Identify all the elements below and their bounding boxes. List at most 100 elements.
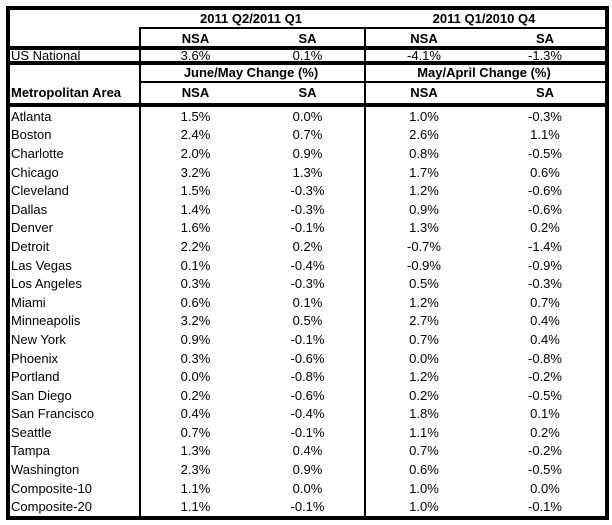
metro-area-label: Minneapolis: [11, 313, 81, 329]
june-may-nsa-value: 3.2%: [180, 164, 211, 180]
may-april-sa-value: -0.9%: [528, 257, 562, 273]
may-april-sa-value: -0.8%: [528, 350, 562, 366]
june-may-sa-value: -0.3%: [290, 183, 325, 199]
us-national-label: US National: [11, 48, 81, 63]
june-may-sa-value: -0.4%: [290, 257, 325, 273]
june-may-sa-value: 0.4%: [292, 443, 323, 459]
metro-area-label: Washington: [11, 462, 80, 478]
us-national-q2q1-sa: 0.1%: [292, 48, 323, 63]
june-may-nsa-value: 0.1%: [180, 257, 211, 273]
table-row: Chicago 3.2% 1.3% 1.7% 0.6%: [10, 163, 605, 182]
june-may-nsa-value: 2.0%: [180, 145, 211, 161]
may-april-nsa-value: -0.7%: [407, 238, 441, 254]
june-may-nsa-value: 0.7%: [180, 424, 211, 440]
may-april-nsa-value: 1.0%: [409, 499, 439, 515]
us-national-row: US National 3.6% 0.1% -4.1% -1.3%: [10, 48, 605, 63]
june-may-nsa-value: 2.3%: [180, 462, 211, 478]
col-header-m-nsa-1: NSA: [181, 85, 210, 100]
col-header-m-sa-1: SA: [298, 85, 317, 100]
june-may-sa-value: -0.8%: [290, 369, 325, 385]
may-april-nsa-value: 0.7%: [409, 443, 439, 459]
may-april-sa-value: 0.2%: [530, 424, 560, 440]
rule-under-us-national: [10, 61, 605, 65]
corner-spacer: [10, 30, 139, 46]
may-april-nsa-value: 1.2%: [409, 294, 439, 310]
corner-spacer: [10, 64, 139, 81]
june-may-nsa-value: 1.3%: [180, 443, 211, 459]
metro-area-label: New York: [11, 331, 66, 347]
may-april-sa-value: -0.6%: [528, 183, 562, 199]
june-may-sa-value: -0.1%: [290, 331, 325, 347]
june-may-nsa-value: 2.4%: [180, 127, 211, 143]
may-april-nsa-value: 0.9%: [409, 201, 439, 217]
table-row: Denver 1.6% -0.1% 1.3% 0.2%: [10, 219, 605, 238]
rule-under-change-labels: [139, 81, 605, 83]
june-may-sa-value: 0.9%: [292, 145, 323, 161]
june-may-sa-value: 0.7%: [292, 127, 323, 143]
metropolitan-area-header: Metropolitan Area: [11, 85, 122, 100]
quarter-subheader-row: NSA SA NSA SA: [10, 30, 605, 46]
metro-area-label: Chicago: [11, 164, 59, 180]
june-may-nsa-value: 1.5%: [180, 108, 211, 124]
may-april-nsa-value: 1.7%: [409, 164, 439, 180]
table-row: Dallas 1.4% -0.3% 0.9% -0.6%: [10, 200, 605, 219]
june-may-sa-value: 0.9%: [292, 462, 323, 478]
june-may-nsa-value: 0.0%: [180, 369, 211, 385]
june-may-sa-value: -0.6%: [290, 350, 325, 366]
may-april-nsa-value: -0.9%: [407, 257, 441, 273]
june-may-nsa-value: 0.9%: [180, 331, 211, 347]
column-divider-groups: [364, 27, 366, 516]
june-may-sa-value: 1.3%: [292, 164, 323, 180]
june-may-nsa-value: 0.3%: [180, 350, 211, 366]
quarter-group2-header: 2011 Q1/2010 Q4: [432, 11, 536, 26]
table-row: Composite-10 1.1% 0.0% 1.0% 0.0%: [10, 479, 605, 498]
metro-area-label: Cleveland: [11, 183, 69, 199]
rule-under-metro-headers: [10, 103, 605, 107]
metro-area-label: Composite-10: [11, 480, 92, 496]
june-may-nsa-value: 1.6%: [180, 220, 211, 236]
table-row: Washington 2.3% 0.9% 0.6% -0.5%: [10, 460, 605, 479]
metro-area-label: Phoenix: [11, 350, 58, 366]
june-may-nsa-value: 1.1%: [180, 480, 211, 496]
may-april-nsa-value: 1.2%: [409, 369, 439, 385]
table-row: Minneapolis 3.2% 0.5% 2.7% 0.4%: [10, 312, 605, 331]
table-row: Seattle 0.7% -0.1% 1.1% 0.2%: [10, 423, 605, 442]
table-row: Tampa 1.3% 0.4% 0.7% -0.2%: [10, 442, 605, 461]
col-header-q-sa-2: SA: [535, 30, 555, 46]
may-april-nsa-value: 2.7%: [409, 313, 439, 329]
may-april-nsa-value: 0.8%: [409, 145, 439, 161]
table-row: Phoenix 0.3% -0.6% 0.0% -0.8%: [10, 349, 605, 368]
table-row: Boston 2.4% 0.7% 2.6% 1.1%: [10, 126, 605, 145]
june-may-nsa-value: 0.6%: [180, 294, 211, 310]
may-april-sa-value: -0.3%: [528, 108, 562, 124]
us-national-q2q1-nsa: 3.6%: [180, 48, 211, 63]
june-may-nsa-value: 2.2%: [180, 238, 211, 254]
june-may-nsa-value: 0.2%: [180, 387, 211, 403]
may-april-sa-value: -0.5%: [528, 387, 562, 403]
metro-area-label: Detroit: [11, 238, 50, 254]
may-april-nsa-value: 0.7%: [409, 331, 439, 347]
table-outer-border: [6, 6, 609, 520]
june-may-sa-value: 0.5%: [292, 313, 323, 329]
monthly-header-row: June/May Change (%) May/April Change (%): [10, 64, 605, 81]
may-april-nsa-value: 0.5%: [409, 276, 439, 292]
may-april-sa-value: -0.5%: [528, 145, 562, 161]
metro-area-label: San Diego: [11, 387, 72, 403]
table-row: Las Vegas 0.1% -0.4% -0.9% -0.9%: [10, 256, 605, 275]
june-may-sa-value: 0.0%: [292, 108, 323, 124]
june-may-sa-value: 0.0%: [292, 480, 323, 496]
table-row: Miami 0.6% 0.1% 1.2% 0.7%: [10, 293, 605, 312]
may-april-sa-value: 0.4%: [530, 331, 560, 347]
metro-area-label: Miami: [11, 294, 46, 310]
quarter-header-row: 2011 Q2/2011 Q1 2011 Q1/2010 Q4: [10, 10, 605, 27]
june-may-sa-value: -0.3%: [290, 201, 325, 217]
table-row: Detroit 2.2% 0.2% -0.7% -1.4%: [10, 237, 605, 256]
may-april-sa-value: 0.2%: [530, 220, 560, 236]
table-row: San Francisco 0.4% -0.4% 1.8% 0.1%: [10, 405, 605, 424]
june-may-nsa-value: 1.4%: [180, 201, 211, 217]
us-national-q1q4-nsa: -4.1%: [407, 48, 441, 63]
may-april-sa-value: 0.1%: [530, 406, 560, 422]
metro-area-label: Boston: [11, 127, 52, 143]
metro-area-label: Atlanta: [11, 108, 52, 124]
